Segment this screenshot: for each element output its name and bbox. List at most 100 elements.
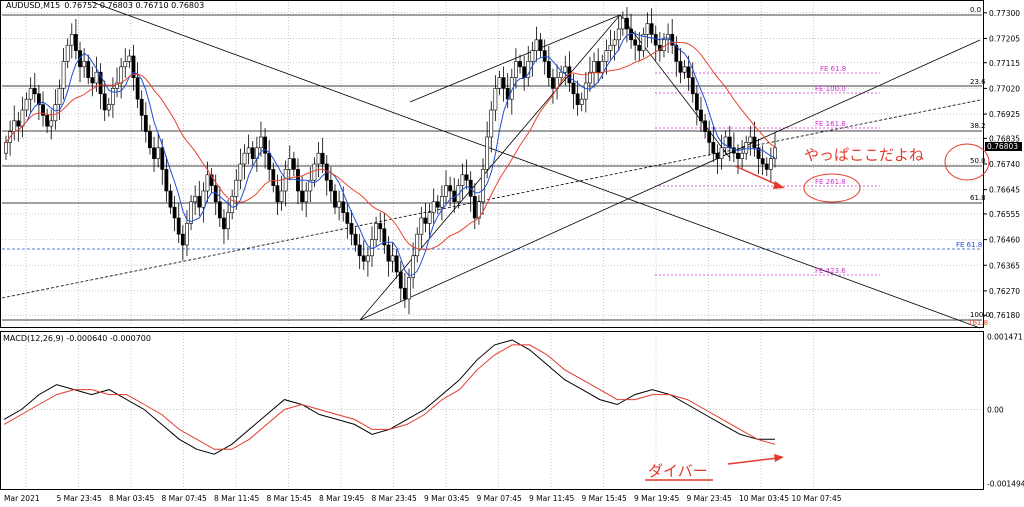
candle-body bbox=[612, 39, 617, 46]
candle-body bbox=[723, 136, 728, 149]
candle-body bbox=[226, 212, 230, 230]
candle-body bbox=[20, 109, 25, 127]
candle-body bbox=[57, 88, 62, 105]
candle-body bbox=[600, 61, 605, 73]
candle-body bbox=[690, 77, 695, 95]
candle-body bbox=[707, 131, 712, 143]
x-tick-label: 8 Mar 19:45 bbox=[319, 494, 365, 503]
candle-body bbox=[435, 201, 440, 208]
trend-line bbox=[409, 14, 621, 103]
candle-body bbox=[205, 174, 210, 192]
candle-body bbox=[90, 77, 95, 84]
candle-body bbox=[625, 17, 629, 30]
candle-body bbox=[699, 109, 703, 122]
x-tick-label: 9 Mar 03:45 bbox=[424, 494, 470, 503]
candle-body bbox=[259, 136, 263, 149]
candle-body bbox=[357, 244, 362, 257]
candle-body bbox=[386, 244, 391, 262]
y-tick-label: 0.76925 bbox=[989, 110, 1020, 119]
candle-body bbox=[78, 50, 82, 68]
candle-body bbox=[328, 179, 333, 192]
x-axis: Mar 2021 5 Mar 23:45 8 Mar 03:45 8 Mar 07:4… bbox=[4, 494, 842, 503]
macd-lines bbox=[2, 339, 982, 455]
candle-body bbox=[41, 104, 45, 116]
candle-body bbox=[176, 217, 181, 235]
candle-body bbox=[4, 142, 8, 154]
candle-body bbox=[460, 174, 465, 186]
candle-body bbox=[115, 82, 119, 89]
candle-body bbox=[534, 39, 539, 51]
x-tick-label: 9 Mar 07:45 bbox=[477, 494, 523, 503]
candle-body bbox=[744, 142, 749, 154]
candle-body bbox=[431, 201, 436, 213]
candle-body bbox=[501, 77, 506, 89]
fib-right-label: 50.0 bbox=[970, 157, 986, 165]
symbol-header: AUDUSD,M15 0.76752 0.76803 0.76710 0.7680… bbox=[6, 1, 204, 10]
candle-body bbox=[526, 61, 531, 78]
candle-body bbox=[518, 61, 522, 68]
x-tick-label: 5 Mar 23:45 bbox=[57, 494, 103, 503]
candle-body bbox=[674, 44, 679, 62]
candle-body bbox=[456, 185, 461, 203]
trend-line bbox=[91, 1, 981, 329]
candle-body bbox=[123, 61, 128, 68]
candle-body bbox=[82, 61, 87, 68]
candle-body bbox=[415, 233, 420, 257]
fib-right-label: 0.0 bbox=[970, 6, 981, 14]
symbol-text: AUDUSD,M15 bbox=[6, 1, 60, 10]
candle-body bbox=[419, 217, 424, 235]
x-tick-label: 8 Mar 15:45 bbox=[267, 494, 313, 503]
candle-body bbox=[135, 77, 140, 100]
candle-body bbox=[74, 34, 78, 51]
arrow-divergence bbox=[727, 457, 779, 465]
candle-body bbox=[201, 190, 206, 208]
trend-line bbox=[359, 39, 981, 321]
candle-body bbox=[45, 115, 50, 127]
candle-body bbox=[12, 120, 17, 132]
candle-body bbox=[238, 163, 243, 181]
candle-body bbox=[378, 223, 383, 230]
candle-body bbox=[148, 131, 152, 149]
x-tick-label: 8 Mar 03:45 bbox=[109, 494, 155, 503]
trend-line bbox=[619, 14, 731, 159]
candle-body bbox=[481, 169, 485, 203]
candle-body bbox=[768, 158, 773, 170]
fib-right-label: 61.8 bbox=[970, 194, 986, 202]
candle-body bbox=[670, 34, 675, 46]
candle-body bbox=[407, 277, 411, 300]
candle-body bbox=[542, 50, 547, 62]
candle-body bbox=[300, 190, 304, 203]
candle-body bbox=[152, 147, 156, 159]
candle-body bbox=[427, 212, 432, 224]
candle-body bbox=[633, 39, 638, 46]
y-tick-label: 0.76740 bbox=[989, 160, 1020, 169]
note-main: やっぱここだよね bbox=[804, 146, 924, 164]
candle-body bbox=[49, 120, 54, 127]
candle-body bbox=[365, 255, 370, 262]
candle-body bbox=[715, 152, 720, 159]
candle-body bbox=[588, 71, 592, 84]
candle-body bbox=[230, 196, 235, 213]
candle-body bbox=[234, 179, 239, 197]
candle-body bbox=[127, 55, 132, 62]
candle-body bbox=[209, 174, 214, 186]
candle-body bbox=[312, 163, 317, 181]
candle-body bbox=[522, 66, 527, 78]
macd-y-tick-label: 0.001471 bbox=[987, 332, 1023, 341]
circle-fe261 bbox=[803, 173, 861, 203]
y-tick-label: 0.77300 bbox=[989, 9, 1020, 18]
candle-body bbox=[666, 34, 670, 41]
trend-line bbox=[359, 14, 621, 321]
candle-body bbox=[493, 88, 498, 111]
candle-body bbox=[682, 66, 687, 73]
candle-body bbox=[308, 179, 313, 192]
fe-label: FE 61.8 bbox=[956, 241, 982, 249]
x-tick-label: 8 Mar 11:45 bbox=[214, 494, 260, 503]
fib-right-label: 100.0 bbox=[970, 311, 990, 319]
candle-body bbox=[246, 147, 251, 154]
candle-body bbox=[361, 255, 366, 262]
candle-body bbox=[736, 152, 740, 159]
y-tick-label: 0.76835 bbox=[989, 134, 1020, 143]
candle-body bbox=[349, 223, 354, 235]
